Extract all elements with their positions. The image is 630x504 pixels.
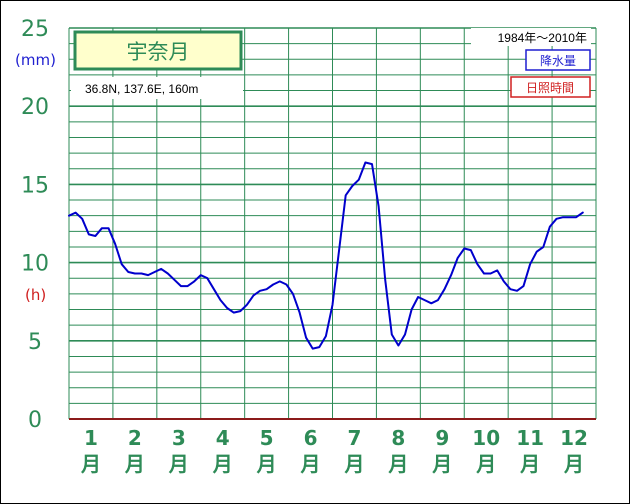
x-tick-suffix: 月 <box>343 452 364 476</box>
x-tick-suffix: 月 <box>168 452 189 476</box>
y-tick-label: 15 <box>21 173 49 198</box>
x-tick-label: 2 <box>128 426 142 450</box>
x-tick-label: 1 <box>84 426 98 450</box>
legend-sunshine-label: 日照時間 <box>526 81 574 95</box>
x-tick-suffix: 月 <box>475 452 496 476</box>
legend-precip: 降水量 <box>525 49 591 71</box>
x-tick-suffix: 月 <box>519 452 540 476</box>
legend-precip-box <box>525 49 591 71</box>
x-tick-suffix: 月 <box>212 452 233 476</box>
x-tick-suffix: 月 <box>256 452 277 476</box>
legend-sunshine: 日照時間 <box>510 76 591 98</box>
x-tick-label: 10 <box>472 426 500 450</box>
legend-precip-label: 降水量 <box>540 54 576 68</box>
station-title: 宇奈月 <box>73 30 243 71</box>
precip-unit-label: (mm) <box>15 51 56 69</box>
y-tick-label: 0 <box>28 408 42 433</box>
y-tick-label: 25 <box>21 17 49 42</box>
x-tick-suffix: 月 <box>80 452 101 476</box>
x-tick-label: 4 <box>216 426 230 450</box>
station-name: 宇奈月 <box>127 40 190 64</box>
period-box <box>471 28 591 46</box>
x-tick-label: 7 <box>347 426 361 450</box>
coords-box <box>71 77 243 99</box>
station-coordinates: 36.8N, 137.6E, 160m <box>85 82 198 96</box>
y-tick-label: 5 <box>28 330 42 355</box>
x-tick-label: 12 <box>560 426 588 450</box>
period-label: 1984年～2010年 <box>498 31 587 45</box>
x-tick-suffix: 月 <box>300 452 321 476</box>
x-tick-label: 9 <box>435 426 449 450</box>
x-tick-label: 6 <box>304 426 318 450</box>
x-tick-label: 3 <box>172 426 186 450</box>
grid <box>68 27 597 420</box>
x-tick-suffix: 月 <box>563 452 584 476</box>
x-tick-suffix: 月 <box>387 452 408 476</box>
sunshine-unit-label: (h) <box>25 286 46 304</box>
y-tick-label: 10 <box>21 252 49 277</box>
station-title-box <box>73 30 243 71</box>
x-tick-label: 8 <box>391 426 405 450</box>
y-tick-label: 20 <box>21 95 49 120</box>
sunshine-line <box>68 161 584 350</box>
y-axis-ticks: 0 5 10 15 20 25 <box>21 17 49 433</box>
x-tick-suffix: 月 <box>124 452 145 476</box>
legend-sunshine-box <box>510 76 591 98</box>
x-tick-suffix: 月 <box>431 452 452 476</box>
x-tick-label: 5 <box>260 426 274 450</box>
x-tick-label: 11 <box>516 426 544 450</box>
